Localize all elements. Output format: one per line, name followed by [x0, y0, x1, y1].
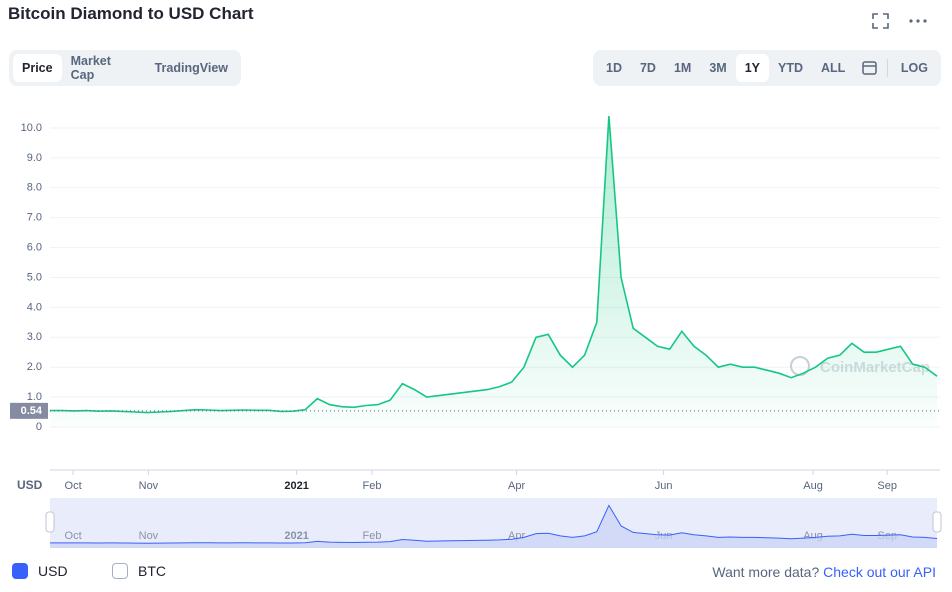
y-tick-label: 6.0: [27, 241, 42, 253]
navigator-handle[interactable]: [932, 511, 942, 533]
range-buttons: 1D 7D 1M 3M 1Y YTD ALL LOG: [593, 50, 941, 86]
navigator-tick-label: Apr: [508, 530, 525, 542]
range-button[interactable]: 1Y: [735, 54, 770, 82]
footer: Want more data? Check out our API: [712, 564, 936, 580]
range-button[interactable]: 3M: [709, 61, 727, 75]
y-tick-label: 1.0: [27, 391, 42, 403]
x-tick-label: Nov: [139, 480, 159, 492]
y-tick-label: 0: [36, 421, 42, 433]
price-area: [50, 116, 937, 427]
x-tick-label: Feb: [363, 480, 382, 492]
price-line: [50, 115, 938, 414]
x-tick-label: Sep: [877, 480, 897, 492]
watermark: CoinMarketCap: [820, 359, 930, 376]
tab[interactable]: Market Cap: [70, 54, 111, 82]
navigator-tick-label: Feb: [363, 530, 382, 542]
navigator-tick-label: 2021: [284, 530, 308, 542]
navigator-tick-label: Aug: [803, 530, 823, 542]
y-tick-label: 7.0: [27, 212, 42, 224]
x-tick-label: Jun: [655, 480, 673, 492]
range-button[interactable]: 1D: [606, 61, 622, 75]
checkbox-label: USD: [38, 562, 68, 579]
checkbox[interactable]: [112, 562, 129, 579]
chart-tabs: Price Market Cap TradingView: [9, 50, 241, 86]
toolbar-icons[interactable]: [868, 10, 938, 30]
y-tick-label: 10.0: [21, 122, 42, 134]
x-tick-label: Aug: [803, 480, 823, 492]
tab[interactable]: Price: [13, 54, 62, 82]
currency-toggle: USD BTC: [12, 562, 166, 580]
checkbox[interactable]: [12, 562, 28, 579]
navigator-tick-label: Jun: [655, 530, 673, 542]
range-button[interactable]: YTD: [778, 61, 804, 75]
navigator-tick-label: Sep: [877, 530, 897, 542]
chart-title: Bitcoin Diamond to USD Chart: [8, 4, 254, 23]
navigator-tick-label: Oct: [65, 530, 82, 542]
navigator-tick-label: Nov: [139, 530, 159, 542]
checkbox-label: BTC: [138, 562, 167, 579]
navigator-area: [50, 505, 937, 548]
navigator-handle[interactable]: [45, 511, 55, 533]
x-tick-label: 2021: [284, 480, 308, 492]
y-tick-label: 5.0: [27, 271, 42, 283]
current-price-label: 0.54: [21, 405, 43, 417]
y-tick-label: 3.0: [27, 331, 42, 343]
log-button[interactable]: LOG: [900, 61, 928, 75]
navigator-line: [50, 504, 938, 544]
axis-label: USD: [17, 478, 43, 492]
separator: [886, 59, 888, 77]
range-button[interactable]: ALL: [821, 61, 846, 75]
y-tick-label: 9.0: [27, 152, 42, 164]
y-tick-label: 2.0: [27, 361, 42, 373]
x-tick-label: Apr: [508, 480, 525, 492]
footer-text: Want more data?: [712, 564, 820, 580]
api-link[interactable]: Check out our API: [823, 564, 936, 580]
navigator-bg: [50, 498, 937, 548]
current-price-box: [10, 402, 48, 419]
range-button[interactable]: 1M: [673, 61, 692, 75]
tab[interactable]: TradingView: [154, 61, 228, 75]
calendar-icon[interactable]: [854, 58, 883, 78]
y-tick-label: 4.0: [27, 301, 42, 313]
x-tick-label: Oct: [65, 480, 82, 492]
range-button[interactable]: 7D: [639, 61, 656, 75]
watermark-logo: [790, 356, 810, 376]
y-tick-label: 8.0: [27, 182, 42, 194]
